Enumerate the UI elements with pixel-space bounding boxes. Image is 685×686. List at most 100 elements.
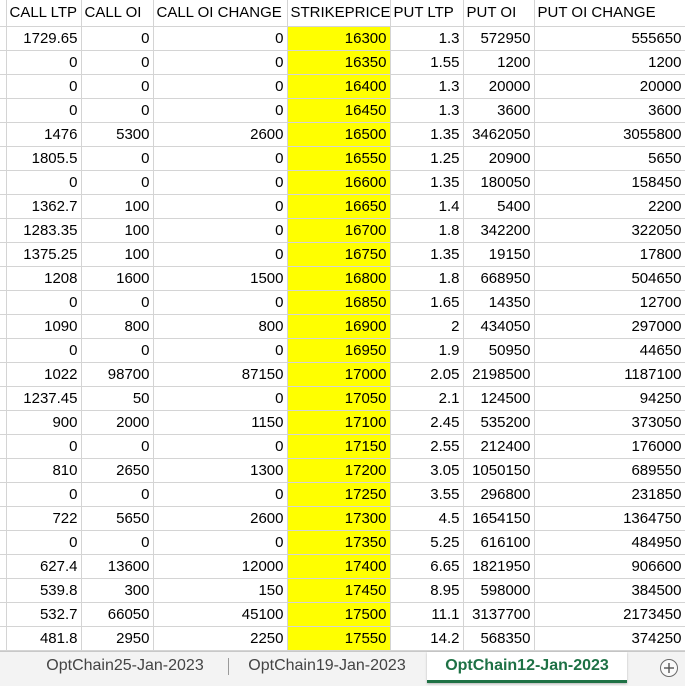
row-edge-cell[interactable] [0,410,7,435]
cell-call-ltp[interactable]: 532.7 [6,602,82,627]
cell-call-oi-change[interactable]: 45100 [153,602,288,627]
cell-put-ltp[interactable]: 1.55 [390,50,464,75]
cell-call-oi[interactable]: 0 [81,482,154,507]
cell-call-ltp[interactable]: 1362.7 [6,194,82,219]
cell-strike-price[interactable]: 16550 [287,146,391,171]
cell-call-oi[interactable]: 50 [81,386,154,411]
cell-put-oi-change[interactable]: 94250 [534,386,685,411]
plus-circle-icon[interactable] [660,659,678,677]
cell-call-oi[interactable]: 100 [81,242,154,267]
cell-call-oi[interactable]: 2650 [81,458,154,483]
row-edge-cell[interactable] [0,530,7,555]
cell-put-oi-change[interactable]: 3055800 [534,122,685,147]
cell-put-oi[interactable]: 19150 [463,242,535,267]
spreadsheet-grid[interactable]: CALL LTP CALL OI CALL OI CHANGE STRIKEPRICE… [0,0,685,651]
header-strike-price[interactable]: STRIKEPRICE [287,0,391,27]
cell-put-oi-change[interactable]: 555650 [534,26,685,51]
cell-call-oi-change[interactable]: 0 [153,290,288,315]
cell-call-ltp[interactable]: 810 [6,458,82,483]
row-edge-cell[interactable] [0,314,7,339]
header-put-ltp[interactable]: PUT LTP [390,0,464,27]
cell-call-oi-change[interactable]: 0 [153,338,288,363]
cell-put-oi[interactable]: 1050150 [463,458,535,483]
cell-call-oi[interactable]: 0 [81,26,154,51]
cell-call-oi-change[interactable]: 1300 [153,458,288,483]
cell-strike-price[interactable]: 16500 [287,122,391,147]
cell-strike-price[interactable]: 17250 [287,482,391,507]
cell-call-oi-change[interactable]: 0 [153,74,288,99]
row-edge-cell[interactable] [0,26,7,51]
cell-put-oi[interactable]: 5400 [463,194,535,219]
row-edge-cell[interactable] [0,170,7,195]
cell-call-ltp[interactable]: 900 [6,410,82,435]
cell-put-oi[interactable]: 3137700 [463,602,535,627]
row-edge-cell[interactable] [0,218,7,243]
cell-put-oi[interactable]: 1821950 [463,554,535,579]
cell-call-oi[interactable]: 2950 [81,626,154,651]
cell-call-ltp[interactable]: 0 [6,50,82,75]
cell-put-ltp[interactable]: 4.5 [390,506,464,531]
cell-put-ltp[interactable]: 5.25 [390,530,464,555]
cell-put-oi[interactable]: 212400 [463,434,535,459]
cell-put-ltp[interactable]: 8.95 [390,578,464,603]
cell-put-ltp[interactable]: 1.3 [390,74,464,99]
cell-call-ltp[interactable]: 1729.65 [6,26,82,51]
cell-call-ltp[interactable]: 0 [6,434,82,459]
cell-call-oi-change[interactable]: 2600 [153,506,288,531]
cell-put-oi[interactable]: 20900 [463,146,535,171]
cell-put-oi[interactable]: 124500 [463,386,535,411]
cell-call-oi-change[interactable]: 0 [153,98,288,123]
cell-call-oi-change[interactable]: 150 [153,578,288,603]
cell-call-oi[interactable]: 0 [81,74,154,99]
cell-call-ltp[interactable]: 0 [6,170,82,195]
cell-strike-price[interactable]: 16800 [287,266,391,291]
cell-put-oi[interactable]: 616100 [463,530,535,555]
cell-put-oi-change[interactable]: 158450 [534,170,685,195]
cell-call-oi-change[interactable]: 0 [153,530,288,555]
cell-call-ltp[interactable]: 0 [6,338,82,363]
cell-put-oi-change[interactable]: 1187100 [534,362,685,387]
cell-put-ltp[interactable]: 1.25 [390,146,464,171]
cell-put-oi-change[interactable]: 297000 [534,314,685,339]
cell-strike-price[interactable]: 17500 [287,602,391,627]
row-edge-cell[interactable] [0,242,7,267]
row-edge-cell[interactable] [0,338,7,363]
cell-call-oi[interactable]: 5650 [81,506,154,531]
cell-strike-price[interactable]: 17450 [287,578,391,603]
cell-put-ltp[interactable]: 6.65 [390,554,464,579]
cell-call-oi-change[interactable]: 1500 [153,266,288,291]
cell-call-ltp[interactable]: 0 [6,290,82,315]
cell-put-oi-change[interactable]: 2200 [534,194,685,219]
cell-call-ltp[interactable]: 627.4 [6,554,82,579]
cell-strike-price[interactable]: 17200 [287,458,391,483]
cell-put-oi-change[interactable]: 484950 [534,530,685,555]
cell-strike-price[interactable]: 16750 [287,242,391,267]
cell-put-ltp[interactable]: 11.1 [390,602,464,627]
cell-put-oi[interactable]: 342200 [463,218,535,243]
cell-call-oi[interactable]: 0 [81,338,154,363]
row-edge-cell[interactable] [0,482,7,507]
cell-put-ltp[interactable]: 1.8 [390,266,464,291]
cell-put-oi[interactable]: 434050 [463,314,535,339]
row-edge-cell[interactable] [0,74,7,99]
cell-put-oi[interactable]: 3462050 [463,122,535,147]
cell-strike-price[interactable]: 17000 [287,362,391,387]
cell-put-ltp[interactable]: 3.05 [390,458,464,483]
cell-strike-price[interactable]: 17300 [287,506,391,531]
cell-call-oi-change[interactable]: 2250 [153,626,288,651]
cell-put-ltp[interactable]: 14.2 [390,626,464,651]
cell-call-oi[interactable]: 98700 [81,362,154,387]
cell-call-ltp[interactable]: 0 [6,530,82,555]
cell-strike-price[interactable]: 16300 [287,26,391,51]
cell-call-oi-change[interactable]: 87150 [153,362,288,387]
cell-call-ltp[interactable]: 1283.35 [6,218,82,243]
cell-put-oi-change[interactable]: 689550 [534,458,685,483]
cell-call-oi-change[interactable]: 0 [153,50,288,75]
cell-put-ltp[interactable]: 1.3 [390,98,464,123]
cell-put-ltp[interactable]: 1.3 [390,26,464,51]
cell-strike-price[interactable]: 16650 [287,194,391,219]
sheet-tab-optchain19[interactable]: OptChain19-Jan-2023 [248,657,406,674]
cell-put-oi[interactable]: 535200 [463,410,535,435]
cell-call-oi[interactable]: 66050 [81,602,154,627]
row-edge-cell[interactable] [0,506,7,531]
